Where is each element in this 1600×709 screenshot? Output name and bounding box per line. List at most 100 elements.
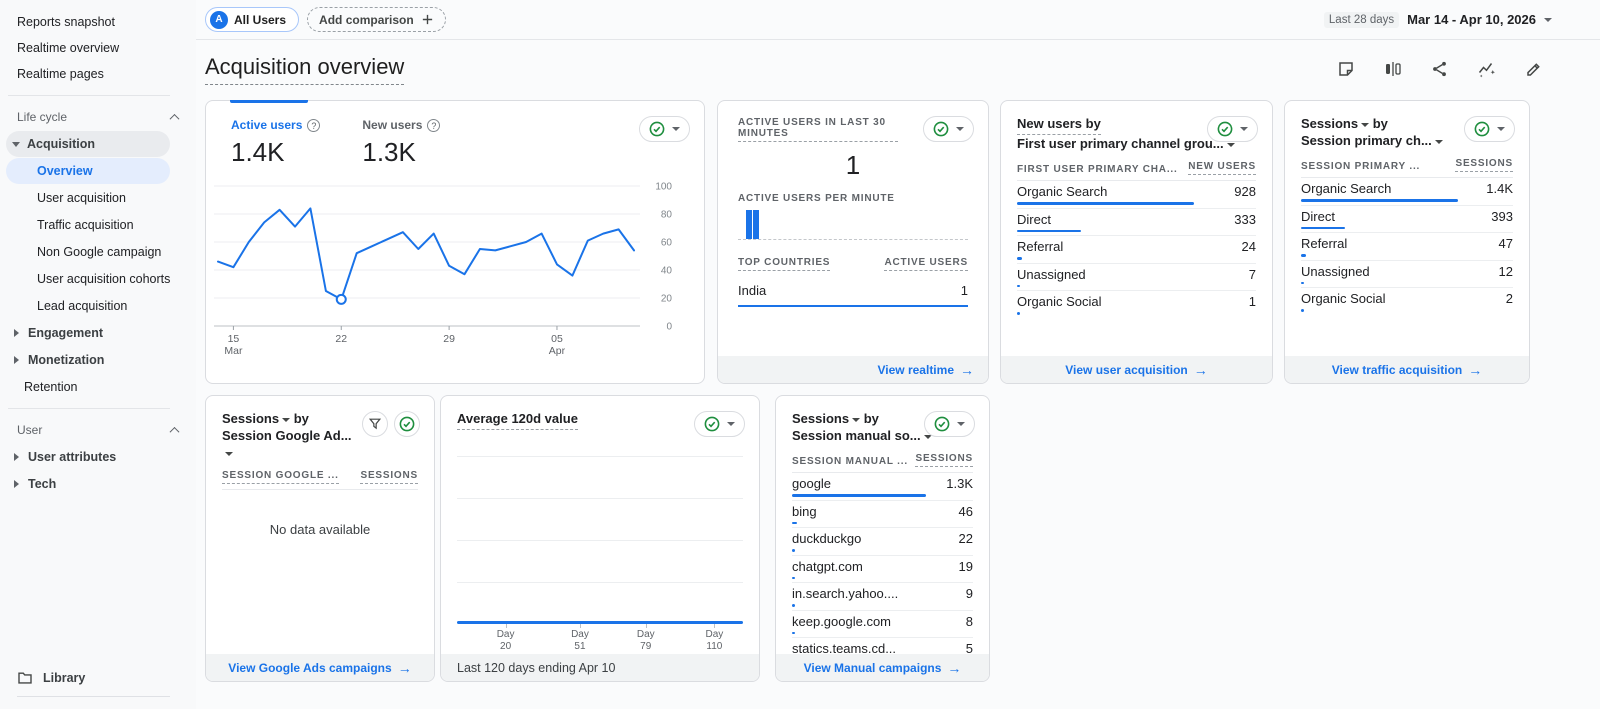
metric-selector[interactable]: Sessions (1301, 116, 1370, 131)
dimension-selector[interactable]: Session primary ch... (1301, 133, 1443, 148)
row-value: 2 (1505, 291, 1513, 306)
row-value: 1.3K (946, 476, 973, 491)
top-countries-header[interactable]: TOP COUNTRIES (738, 257, 831, 271)
table-row-line: Organic Search 928 (1017, 184, 1256, 200)
table-row: bing 46 (792, 501, 973, 528)
sidebar-item-tech[interactable]: Tech (6, 471, 170, 497)
per-minute-label: ACTIVE USERS PER MINUTE (738, 193, 895, 204)
add-comparison-button[interactable]: Add comparison (307, 7, 446, 32)
sidebar-item-user-acquisition[interactable]: User acquisition (37, 191, 126, 205)
check-circle-icon (399, 416, 415, 432)
sidebar-item-label: Acquisition (27, 137, 96, 151)
row-value: 22 (958, 531, 973, 546)
metric-header[interactable]: NEW USERS (1188, 161, 1256, 175)
row-value-bar (1017, 257, 1022, 260)
arrow-right-icon: → (947, 659, 962, 676)
data-quality-dropdown[interactable] (924, 411, 975, 437)
dimension-selector[interactable]: First user primary channel grou... (1017, 136, 1235, 151)
active-users-header[interactable]: ACTIVE USERS (884, 257, 968, 271)
table-row: duckduckgo 22 (792, 528, 973, 556)
sidebar-item-reports-snapshot[interactable]: Reports snapshot (17, 15, 115, 29)
view-user-acquisition-link[interactable]: View user acquisition → (1001, 356, 1272, 383)
view-traffic-acquisition-link[interactable]: View traffic acquisition → (1285, 356, 1529, 383)
view-manual-campaigns-link[interactable]: View Manual campaigns → (776, 654, 989, 681)
data-quality-button[interactable] (394, 411, 420, 437)
help-icon[interactable]: ? (307, 118, 321, 132)
row-label: duckduckgo (792, 531, 862, 546)
sidebar-item-monetization[interactable]: Monetization (6, 347, 170, 373)
sidebar-item-user-acquisition-cohorts[interactable]: User acquisition cohorts (37, 272, 171, 286)
data-quality-dropdown[interactable] (639, 116, 690, 142)
sidebar-item-retention[interactable]: Retention (24, 380, 78, 394)
dimension-header[interactable]: SESSION GOOGLE ... (222, 470, 339, 484)
row-value: 8 (965, 613, 973, 629)
data-quality-dropdown[interactable] (1464, 116, 1515, 142)
table-row: in.search.yahoo.... 9 (792, 583, 973, 611)
card-metric-label[interactable]: New users by (1017, 115, 1101, 135)
dimension-selector[interactable]: Session Google Ad... (222, 428, 352, 460)
metric-header[interactable]: SESSIONS (1455, 158, 1513, 172)
row-label: Referral (1301, 236, 1348, 251)
row-value: 19 (958, 558, 973, 574)
sidebar-section-life-cycle[interactable]: Life cycle (0, 104, 196, 130)
axis-tick (505, 624, 507, 628)
sidebar-item-traffic-acquisition[interactable]: Traffic acquisition (37, 218, 134, 232)
tab-new-users[interactable]: New users? 1.3K (362, 118, 441, 168)
insights-icon[interactable] (1477, 59, 1497, 79)
sidebar-item-acquisition[interactable]: Acquisition (6, 131, 170, 157)
dimension-selector[interactable]: Session manual so... (792, 428, 932, 443)
compare-icon[interactable] (1383, 59, 1403, 79)
card-sessions-by-channel: Sessions by Session primary ch... SESSIO… (1284, 100, 1530, 384)
row-label: Unassigned (1301, 263, 1370, 279)
edit-icon[interactable] (1524, 59, 1544, 79)
note-icon[interactable] (1336, 59, 1356, 79)
sidebar-item-realtime-pages[interactable]: Realtime pages (17, 67, 104, 81)
row-label: Direct (1017, 211, 1051, 227)
metric-selector[interactable]: Sessions (792, 411, 861, 426)
help-icon[interactable]: ? (427, 118, 441, 132)
svg-text:80: 80 (661, 210, 673, 221)
row-label: keep.google.com (792, 613, 892, 629)
table-row: Direct 333 (1017, 209, 1256, 236)
no-data-message: No data available (269, 522, 371, 537)
row-value: 1 (1248, 294, 1256, 309)
data-quality-dropdown[interactable] (694, 411, 745, 437)
sidebar-item-user-attributes[interactable]: User attributes (6, 444, 170, 470)
filter-button[interactable] (362, 411, 388, 437)
per-minute-bar-chart (738, 210, 968, 240)
row-value-bar (792, 604, 795, 607)
all-users-label: All Users (234, 12, 287, 27)
sidebar-divider (8, 95, 170, 96)
sidebar-item-realtime-overview[interactable]: Realtime overview (17, 41, 120, 55)
arrow-right-icon: → (960, 361, 974, 378)
share-icon[interactable] (1430, 59, 1450, 79)
sidebar-item-non-google-campaign[interactable]: Non Google campaign (37, 245, 162, 259)
caret-right-icon (14, 453, 19, 461)
table-row: Organic Search 1.4K (1301, 178, 1513, 206)
sidebar-item-engagement[interactable]: Engagement (6, 320, 170, 346)
sidebar-item-lead-acquisition[interactable]: Lead acquisition (37, 299, 128, 313)
metric-header[interactable]: SESSIONS (915, 453, 973, 467)
row-label: bing (792, 503, 817, 519)
view-google-ads-link[interactable]: View Google Ads campaigns → (206, 654, 434, 681)
metric-selector[interactable]: Sessions (222, 411, 291, 426)
country-label: India (738, 283, 767, 298)
row-value: 12 (1498, 263, 1513, 279)
folder-icon (18, 672, 32, 684)
view-realtime-link[interactable]: View realtime → (718, 356, 988, 383)
check-circle-icon (704, 416, 720, 432)
tab-active-users[interactable]: Active users? 1.4K (231, 118, 321, 168)
sidebar-item-library[interactable]: Library (17, 670, 170, 697)
table-row: chatgpt.com 19 (792, 556, 973, 583)
realtime-title[interactable]: ACTIVE USERS IN LAST 30 MINUTES (738, 117, 898, 142)
sidebar-section-user[interactable]: User (0, 417, 196, 443)
date-range-selector[interactable]: Last 28 days Mar 14 - Apr 10, 2026 (1323, 11, 1552, 28)
sidebar-item-overview[interactable]: Overview (6, 158, 170, 184)
metric-header[interactable]: SESSIONS (360, 470, 418, 484)
card-title[interactable]: Average 120d value (457, 410, 578, 430)
table-row-line: duckduckgo 22 (792, 531, 973, 547)
all-users-chip[interactable]: A All Users (205, 7, 300, 32)
metric-tabs: Active users? 1.4K New users? 1.3K (206, 101, 704, 168)
data-quality-dropdown[interactable] (1207, 116, 1258, 142)
data-quality-dropdown[interactable] (923, 116, 974, 142)
